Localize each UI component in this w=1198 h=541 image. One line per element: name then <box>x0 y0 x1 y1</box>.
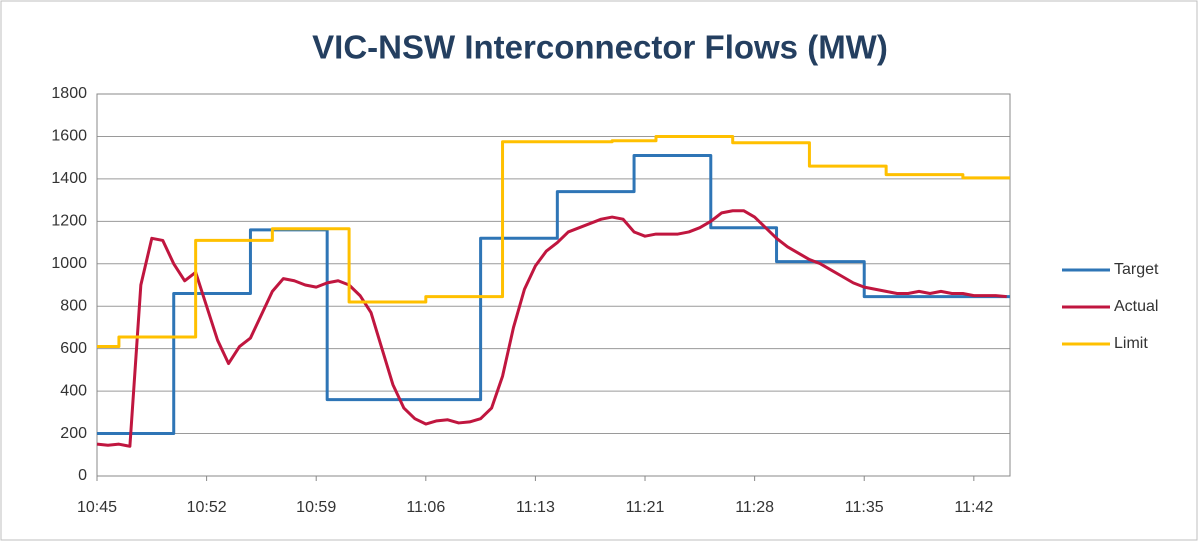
chart-title: VIC-NSW Interconnector Flows (MW) <box>312 29 888 66</box>
series-line <box>97 134 1010 349</box>
x-tick-label: 10:52 <box>187 499 227 516</box>
x-tick-label: 11:06 <box>406 499 445 516</box>
x-tick-label: 11:35 <box>845 499 884 516</box>
y-tick-label: 1600 <box>51 128 87 145</box>
y-tick-label: 0 <box>78 467 87 484</box>
x-tick-label: 11:42 <box>954 499 993 516</box>
x-tick-label: 11:13 <box>516 499 555 516</box>
y-tick-label: 1200 <box>51 213 87 230</box>
plot-area <box>96 93 1011 477</box>
x-tick-label: 11:21 <box>626 499 665 516</box>
y-tick-label: 600 <box>60 340 87 357</box>
y-tick-label: 800 <box>60 297 87 314</box>
legend-label: Actual <box>1114 298 1158 315</box>
x-tick-label: 10:59 <box>296 499 336 516</box>
y-tick-label: 1800 <box>51 85 87 102</box>
legend-label: Limit <box>1114 335 1148 352</box>
y-tick-label: 200 <box>60 425 87 442</box>
x-tick-label: 11:28 <box>735 499 774 516</box>
y-tick-label: 1400 <box>51 170 87 187</box>
legend-label: Target <box>1114 261 1159 278</box>
series-line <box>97 154 1010 436</box>
series-line <box>96 209 1007 448</box>
y-tick-label: 1000 <box>51 255 87 272</box>
x-tick-label: 10:45 <box>77 499 117 516</box>
y-tick-label: 400 <box>60 382 87 399</box>
